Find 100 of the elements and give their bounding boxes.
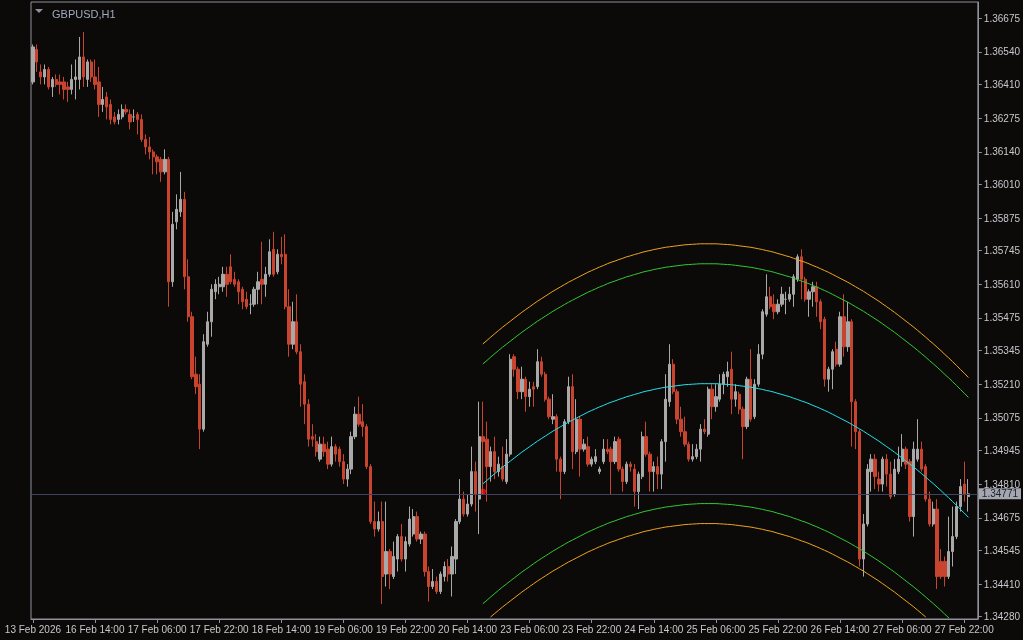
line-series	[482, 263, 969, 398]
candlestick	[39, 63, 42, 85]
candlestick	[625, 461, 628, 485]
candlestick	[400, 523, 403, 563]
candlestick	[272, 231, 275, 278]
candlestick	[326, 441, 330, 470]
candlestick	[256, 271, 260, 305]
candlestick	[35, 43, 38, 73]
y-tick-label: 1.36010	[983, 178, 1021, 190]
y-tick-label: 1.34280	[983, 611, 1021, 622]
candlestick	[128, 108, 132, 130]
candlestick	[967, 478, 970, 513]
candlestick	[384, 501, 388, 588]
candlestick	[578, 416, 582, 478]
candlestick	[66, 81, 70, 103]
candlestick	[167, 156, 170, 308]
candlestick	[159, 156, 163, 183]
candlestick	[381, 501, 384, 605]
candlestick	[524, 376, 527, 413]
candlestick	[121, 103, 124, 120]
candlestick	[575, 398, 578, 455]
candlestick	[334, 443, 337, 463]
x-tick-label: 20 Feb 14:00	[438, 623, 498, 635]
candlestick	[489, 446, 492, 483]
y-tick-label: 1.36675	[983, 12, 1021, 24]
candlestick	[691, 443, 694, 463]
candlestick	[881, 456, 884, 493]
line-series	[482, 383, 969, 518]
candlestick	[51, 76, 54, 98]
y-tick-label: 1.34810	[983, 478, 1021, 490]
y-tick-label: 1.35745	[983, 245, 1021, 257]
candlestick	[703, 418, 706, 435]
candlestick	[276, 248, 279, 275]
y-tick-label: 1.34675	[983, 512, 1021, 524]
candlestick	[831, 348, 834, 390]
candlestick	[594, 448, 597, 465]
candlestick	[784, 291, 787, 315]
y-tick-label: 1.35875	[983, 212, 1021, 224]
candlestick	[536, 348, 539, 390]
candlestick	[745, 376, 749, 430]
candlestick	[850, 318, 853, 448]
y-tick-label: 1.35345	[983, 344, 1021, 356]
candlestick	[835, 341, 838, 368]
candlestick	[520, 366, 524, 400]
y-tick-label: 1.34545	[983, 544, 1021, 556]
candlestick	[86, 58, 89, 88]
x-tick-label: 25 Feb 06:00	[686, 623, 746, 635]
line-series	[482, 503, 950, 619]
candlestick	[330, 436, 333, 468]
candlestick	[707, 386, 710, 438]
candlestick	[528, 381, 531, 408]
x-tick-label: 23 Feb 06:00	[500, 623, 560, 635]
candlestick	[291, 301, 295, 350]
candlestick	[730, 351, 733, 415]
candlestick	[31, 43, 35, 85]
candlestick	[171, 211, 174, 288]
candlestick	[935, 498, 939, 590]
text: GBPUSD,H1	[52, 7, 116, 20]
candlestick	[734, 383, 737, 408]
candlestick	[710, 383, 714, 420]
candlestick	[501, 446, 504, 483]
candlestick	[582, 438, 586, 453]
y-tick-label: 1.34410	[983, 578, 1021, 590]
y-tick-label: 1.35075	[983, 412, 1021, 424]
candlestick	[260, 241, 264, 305]
x-tick-label: 23 Feb 22:00	[562, 623, 622, 635]
candlestick	[846, 301, 850, 353]
candlestick	[493, 436, 496, 480]
candlestick	[245, 291, 248, 310]
candlestick	[586, 436, 590, 468]
candlestick	[163, 148, 167, 175]
candlestick	[842, 293, 846, 358]
y-tick-label: 1.36275	[983, 112, 1021, 124]
candlestick	[435, 576, 438, 595]
candlestick	[613, 436, 617, 465]
candlestick	[431, 568, 434, 590]
y-tick-label: 1.36410	[983, 78, 1021, 90]
candlestick	[101, 86, 104, 113]
candlestick	[602, 438, 605, 465]
x-tick-label: 17 Feb 06:00	[127, 623, 188, 635]
candlestick	[419, 531, 423, 545]
x-tick-label: 19 Feb 22:00	[376, 623, 436, 635]
candlestick	[571, 373, 574, 470]
candlestick	[963, 461, 966, 503]
candlestick	[132, 108, 135, 123]
candlestick	[47, 66, 50, 90]
line-series	[490, 523, 926, 618]
candlestick	[388, 548, 392, 590]
x-tick-label: 25 Feb 22:00	[748, 623, 808, 635]
candlestick	[838, 311, 842, 368]
candlestick	[633, 463, 636, 508]
x-tick-label: 13 Feb 2026	[4, 623, 62, 635]
candlestick	[699, 423, 702, 463]
candlestick	[959, 478, 962, 513]
y-tick-label: 1.36140	[983, 146, 1021, 158]
y-tick-label: 1.35610	[983, 278, 1021, 290]
x-tick-label: 27 Feb 06:00	[872, 623, 933, 635]
x-tick-label: 26 Feb 14:00	[810, 623, 870, 635]
candlestick	[62, 76, 66, 100]
candlestick	[629, 461, 632, 473]
